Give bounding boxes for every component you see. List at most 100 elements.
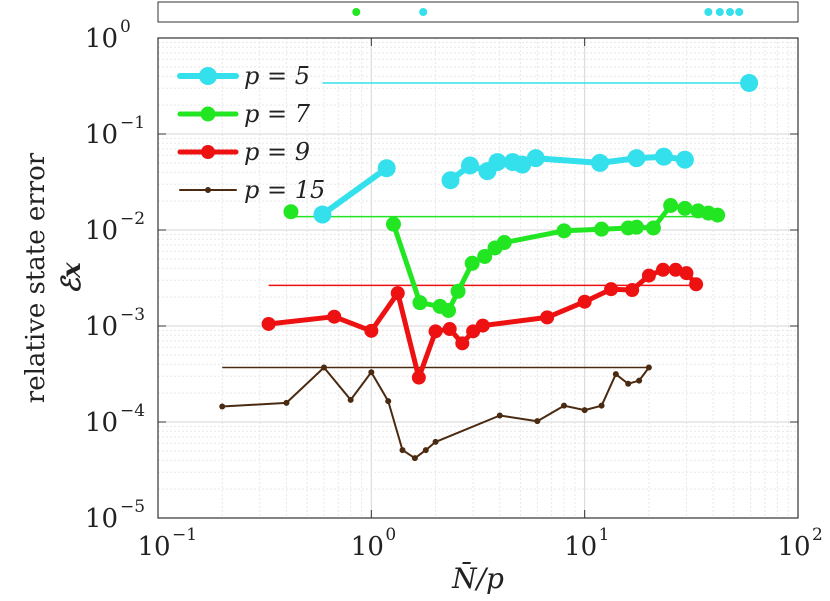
- data-point: [629, 219, 645, 235]
- legend-label: p = 7: [244, 100, 311, 128]
- data-point: [441, 303, 457, 319]
- data-point: [441, 171, 460, 190]
- data-point: [219, 403, 226, 410]
- x-tick-label-base: 10: [564, 532, 597, 562]
- x-tick-label-exponent: 1: [599, 525, 610, 545]
- data-point: [422, 447, 429, 454]
- data-point: [612, 371, 619, 378]
- data-point: [645, 220, 661, 236]
- data-point: [377, 159, 396, 178]
- x-tick-label-exponent: 0: [385, 525, 396, 545]
- legend: p = 5 p = 7 p = 9 p = 15: [177, 62, 325, 204]
- y-tick-label-base: 10: [85, 120, 118, 150]
- data-point: [540, 310, 555, 325]
- series-line: [319, 165, 390, 218]
- data-point: [488, 153, 507, 172]
- data-point: [411, 370, 426, 385]
- data-point: [313, 205, 332, 224]
- data-point: [591, 153, 610, 172]
- data-point: [581, 407, 588, 414]
- data-point: [679, 266, 694, 281]
- y-tick-label-base: 10: [85, 504, 118, 534]
- data-point: [428, 324, 443, 339]
- data-point: [513, 155, 532, 174]
- legend-item: p = 9: [177, 138, 310, 166]
- legend-item: p = 5: [177, 62, 310, 90]
- y-tick-label-base: 10: [85, 312, 118, 342]
- x-tick-label: 10 1: [564, 525, 609, 562]
- y-tick-label: 10 −3: [85, 305, 145, 342]
- data-point: [641, 268, 656, 283]
- series-group: [219, 73, 759, 462]
- data-point: [594, 221, 610, 237]
- data-point: [321, 364, 328, 371]
- data-point: [261, 316, 276, 331]
- data-point: [464, 255, 480, 271]
- legend-item: p = 7: [177, 100, 311, 128]
- y-tick-label-base: 10: [85, 408, 118, 438]
- grid: [157, 38, 798, 519]
- data-point: [496, 235, 512, 251]
- top-strip-marker: [725, 8, 734, 16]
- data-point: [390, 286, 405, 301]
- x-tick-label: 10 0: [351, 525, 396, 562]
- data-point: [625, 283, 640, 298]
- data-point: [450, 283, 466, 299]
- data-point: [710, 207, 726, 223]
- data-point: [604, 282, 619, 297]
- legend-marker: [200, 106, 216, 122]
- legend-item: p = 15: [179, 176, 325, 204]
- data-point: [412, 295, 428, 311]
- data-point: [627, 149, 646, 168]
- data-point: [475, 318, 490, 333]
- x-tick-labels: 10 −1 10 0 10 1 10 2: [137, 525, 822, 562]
- data-point: [645, 364, 652, 371]
- legend-marker: [199, 67, 217, 85]
- x-tick-label-base: 10: [137, 532, 170, 562]
- top-strip-marker: [352, 8, 361, 16]
- data-point: [283, 204, 299, 220]
- data-point: [526, 149, 545, 168]
- data-point: [496, 412, 503, 419]
- y-tick-label-exponent: −5: [120, 497, 145, 517]
- x-tick-label: 10 −1: [137, 525, 197, 562]
- data-point: [534, 418, 541, 425]
- x-tick-label-exponent: −1: [172, 525, 197, 545]
- data-point: [347, 396, 354, 403]
- data-point: [411, 455, 418, 462]
- top-strip-marker: [704, 8, 713, 16]
- legend-marker: [201, 145, 215, 159]
- legend-label: p = 9: [244, 138, 310, 166]
- top-strip-marker: [715, 8, 724, 16]
- data-point: [560, 402, 567, 409]
- y-tick-label-base: 10: [85, 216, 118, 246]
- axis-ticks: [157, 37, 799, 519]
- data-point: [385, 398, 392, 405]
- data-point: [598, 402, 605, 409]
- data-point: [740, 73, 759, 92]
- data-point: [432, 438, 439, 445]
- data-point: [654, 147, 673, 166]
- data-point: [689, 277, 704, 292]
- reference-lines: [222, 82, 750, 369]
- data-point: [385, 216, 401, 232]
- series: [313, 73, 759, 224]
- y-tick-label-exponent: −3: [120, 305, 145, 325]
- legend-label: p = 15: [244, 176, 325, 204]
- data-point: [625, 380, 632, 387]
- data-point: [477, 248, 493, 264]
- data-point: [442, 322, 457, 337]
- data-point: [636, 377, 643, 384]
- top-strip-marker: [735, 8, 744, 16]
- y-tick-label: 10 −1: [85, 113, 145, 150]
- y-tick-label: 10 −4: [85, 401, 145, 438]
- data-point: [577, 294, 592, 309]
- x-axis-label: N̄/p: [451, 561, 504, 595]
- series: [283, 197, 726, 319]
- series: [261, 262, 704, 385]
- y-tick-label-exponent: 0: [120, 17, 131, 37]
- y-axis-label: relative state error ℰ𝒙: [21, 152, 87, 403]
- series: [219, 364, 652, 462]
